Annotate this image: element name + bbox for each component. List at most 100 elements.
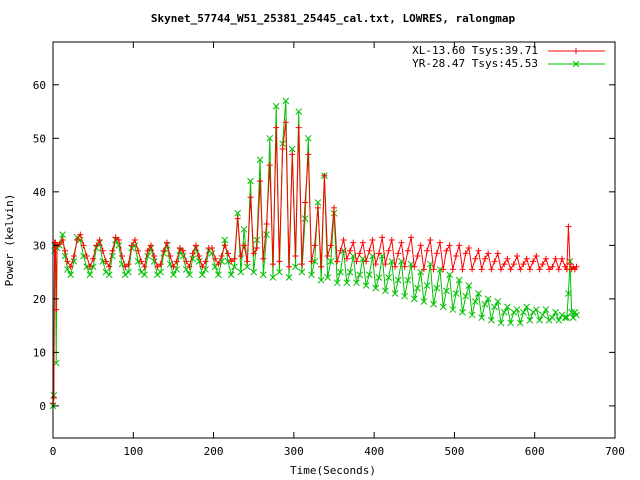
data-point — [475, 247, 482, 254]
data-point — [234, 215, 241, 222]
data-point — [561, 314, 569, 321]
data-point — [160, 247, 167, 254]
data-point — [372, 284, 380, 292]
series-line — [52, 100, 577, 406]
data-point — [382, 261, 389, 268]
data-point — [311, 242, 318, 249]
data-point — [208, 245, 215, 252]
data-point — [549, 314, 556, 321]
data-point — [504, 255, 511, 262]
data-point — [484, 295, 492, 303]
data-point — [260, 255, 267, 262]
data-point — [523, 255, 530, 262]
data-point — [539, 311, 547, 319]
data-point — [115, 237, 122, 243]
data-point — [282, 97, 290, 105]
chart-title: Skynet_57744_W51_25381_25445_cal.txt, LO… — [151, 12, 516, 25]
data-point — [532, 306, 540, 313]
data-point — [439, 303, 447, 311]
data-point — [424, 247, 431, 254]
data-point — [542, 255, 549, 262]
data-point — [128, 242, 135, 249]
data-point — [453, 253, 460, 260]
data-point — [215, 261, 222, 268]
y-tick-label: 10 — [33, 346, 46, 359]
data-point — [215, 271, 222, 279]
y-tick-label: 0 — [39, 400, 46, 413]
data-point — [539, 261, 546, 268]
x-tick-label: 500 — [444, 445, 464, 458]
data-point — [102, 258, 109, 265]
data-point — [481, 300, 489, 308]
data-point — [327, 242, 334, 249]
data-point — [292, 263, 299, 271]
data-point — [343, 255, 350, 262]
data-point — [305, 151, 312, 158]
data-point — [314, 204, 321, 211]
data-point — [478, 266, 485, 273]
data-point — [436, 239, 443, 246]
data-point — [276, 268, 283, 276]
data-point — [565, 290, 572, 297]
data-point — [433, 250, 440, 257]
data-point — [266, 162, 273, 169]
data-point — [385, 247, 392, 254]
data-point — [423, 282, 431, 289]
data-point — [459, 308, 466, 316]
data-point — [392, 263, 399, 270]
data-point — [347, 247, 354, 254]
data-point — [243, 263, 251, 271]
data-point — [546, 266, 553, 273]
data-point — [83, 263, 91, 271]
data-point — [346, 268, 354, 276]
data-point — [488, 316, 495, 324]
data-point — [53, 306, 60, 313]
series-yr — [49, 97, 580, 410]
data-point — [536, 266, 543, 273]
data-point — [211, 263, 219, 271]
data-point — [394, 276, 402, 284]
data-point — [298, 261, 305, 268]
data-point — [70, 253, 77, 260]
data-point — [321, 172, 328, 179]
data-point — [385, 274, 392, 281]
x-tick-label: 300 — [284, 445, 304, 458]
data-point — [234, 209, 242, 217]
data-point — [446, 242, 453, 249]
data-point — [64, 266, 71, 273]
data-point — [536, 316, 543, 324]
data-point — [292, 253, 299, 260]
data-point — [382, 287, 389, 295]
data-point — [475, 290, 482, 297]
data-point — [395, 250, 402, 257]
data-point — [131, 237, 138, 243]
data-point — [196, 253, 203, 260]
data-point — [257, 178, 264, 185]
data-point — [365, 271, 373, 279]
data-point — [144, 247, 151, 254]
data-point — [337, 247, 344, 254]
data-point — [327, 258, 335, 265]
data-point — [359, 239, 366, 246]
data-point — [343, 279, 351, 287]
data-point — [218, 253, 225, 260]
data-point — [430, 300, 437, 308]
data-point — [408, 234, 415, 241]
data-point — [263, 220, 270, 227]
data-point — [176, 245, 183, 252]
data-point — [523, 303, 531, 311]
data-point — [497, 319, 505, 327]
y-tick-label: 60 — [33, 79, 46, 92]
data-point — [295, 108, 303, 115]
data-point — [565, 223, 572, 230]
legend: XL-13.60 Tsys:39.71 YR-28.47 Tsys:45.53 — [398, 43, 612, 71]
legend-swatch-yr — [548, 60, 605, 68]
data-point — [96, 237, 103, 243]
data-point — [259, 271, 267, 279]
data-point — [77, 231, 84, 238]
data-point — [80, 242, 87, 249]
data-point — [186, 263, 193, 270]
data-point — [241, 242, 248, 249]
data-point — [324, 253, 331, 260]
data-point — [180, 247, 187, 254]
